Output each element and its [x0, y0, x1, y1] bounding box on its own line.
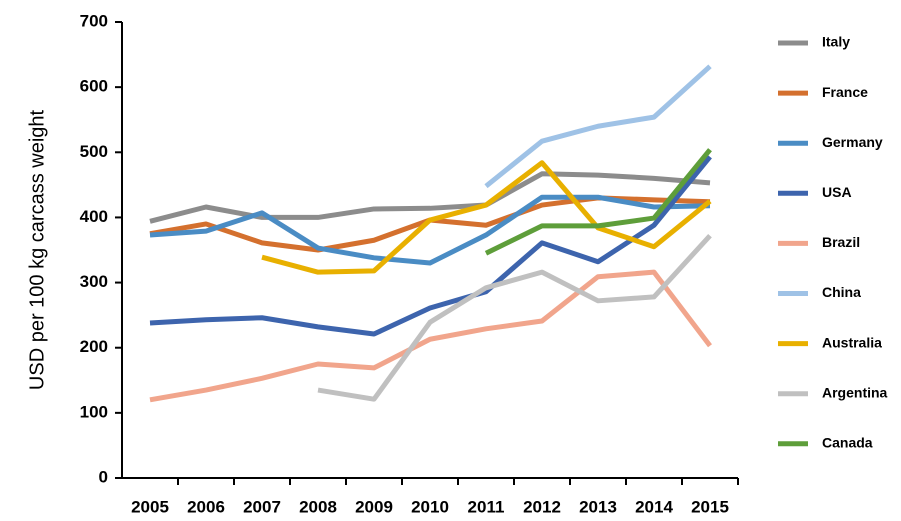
legend-label: USA [822, 184, 852, 200]
line-series [317, 233, 712, 402]
x-tick-label: 2005 [131, 497, 169, 516]
x-tick-label: 2012 [523, 497, 561, 516]
legend-label: Germany [822, 134, 883, 150]
legend-label: China [822, 284, 861, 300]
line-series [484, 148, 712, 256]
y-tick-label: 100 [80, 402, 108, 421]
y-tick-label: 200 [80, 337, 108, 356]
legend-label: Brazil [822, 234, 860, 250]
line-series [149, 194, 711, 266]
y-tick-label: 400 [80, 207, 108, 226]
legend-label: Australia [822, 334, 882, 350]
legend-label: Italy [822, 34, 850, 50]
x-tick-label: 2014 [635, 497, 673, 516]
legend-label: Argentina [822, 384, 888, 400]
y-tick-label: 500 [80, 142, 108, 161]
legend-label: Canada [822, 435, 873, 451]
y-tick-label: 0 [99, 467, 108, 486]
line-series [149, 155, 712, 337]
x-tick-label: 2007 [243, 497, 281, 516]
x-tick-label: 2013 [579, 497, 617, 516]
y-tick-label: 600 [80, 77, 108, 96]
line-series [149, 269, 712, 403]
x-tick-label: 2010 [411, 497, 449, 516]
x-tick-label: 2008 [299, 497, 337, 516]
line-series [149, 171, 711, 224]
line-series [484, 64, 712, 189]
y-tick-label: 700 [80, 11, 108, 30]
y-tick-label: 300 [80, 272, 108, 291]
line-series [261, 160, 712, 275]
x-tick-label: 2011 [468, 497, 505, 516]
legend-label: France [822, 84, 868, 100]
x-tick-label: 2006 [187, 497, 225, 516]
y-axis-label: USD per 100 kg carcass weight [26, 110, 48, 391]
x-tick-label: 2015 [691, 497, 729, 516]
x-tick-label: 2009 [355, 497, 393, 516]
